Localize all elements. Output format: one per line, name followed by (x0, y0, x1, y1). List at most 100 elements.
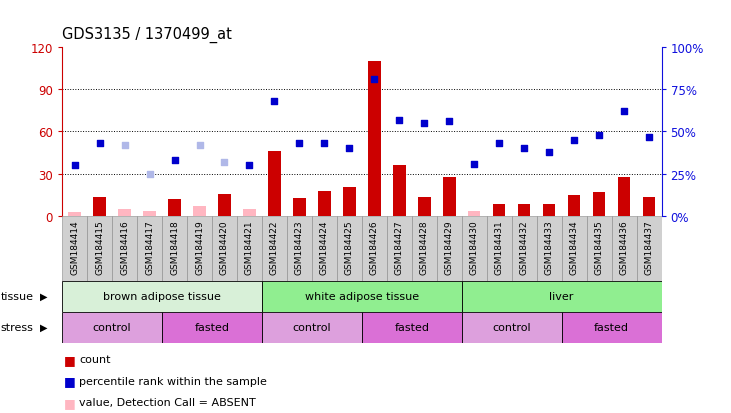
Bar (112, 217, 137, 281)
Point (69, 163, 80, 169)
Point (219, 159, 230, 166)
Text: GSM184420: GSM184420 (220, 220, 229, 275)
Text: GSM184427: GSM184427 (395, 220, 404, 275)
Point (518, 146, 530, 152)
Text: GSM184430: GSM184430 (470, 220, 479, 275)
Point (94, 141, 105, 147)
Bar (637, 217, 662, 281)
Bar (387, 217, 412, 281)
Bar (262, 281, 462, 312)
Text: liver: liver (550, 291, 574, 301)
Text: GSM184426: GSM184426 (370, 220, 379, 275)
Bar (537, 217, 561, 281)
Bar (643, 197, 655, 217)
Point (268, 98, 280, 105)
Bar (412, 217, 436, 281)
Bar (561, 217, 586, 281)
Text: GSM184421: GSM184421 (245, 220, 254, 275)
Bar (362, 217, 387, 281)
Bar (393, 166, 406, 217)
Text: count: count (79, 354, 110, 364)
Bar (262, 312, 362, 343)
Text: GSM184417: GSM184417 (145, 220, 154, 275)
Text: GSM184433: GSM184433 (545, 220, 553, 275)
Point (319, 141, 330, 147)
Text: control: control (93, 322, 132, 332)
Point (594, 132, 605, 139)
Text: GSM184431: GSM184431 (495, 220, 504, 275)
Bar (293, 199, 306, 217)
Point (243, 163, 255, 169)
Bar (212, 217, 237, 281)
Point (568, 137, 580, 144)
Bar (137, 217, 162, 281)
Bar (568, 196, 580, 217)
Bar (418, 197, 431, 217)
Text: GSM184432: GSM184432 (520, 220, 529, 275)
Bar (187, 217, 212, 281)
Point (118, 142, 130, 149)
Text: GSM184425: GSM184425 (345, 220, 354, 275)
Text: ▶: ▶ (40, 291, 48, 301)
Bar (343, 187, 355, 217)
Bar (368, 62, 381, 217)
Bar (237, 217, 262, 281)
Text: GSM184429: GSM184429 (444, 220, 454, 275)
Point (493, 141, 505, 147)
Bar (318, 192, 330, 217)
Bar (518, 204, 531, 217)
Bar (193, 207, 205, 217)
Point (169, 158, 181, 164)
Point (294, 141, 306, 147)
Bar (62, 312, 162, 343)
Bar (219, 194, 231, 217)
Bar (69, 213, 81, 217)
Text: ▶: ▶ (40, 322, 48, 332)
Point (194, 142, 205, 149)
Point (543, 149, 555, 156)
Bar (143, 211, 156, 217)
Point (643, 134, 655, 140)
Bar (312, 217, 337, 281)
Text: GSM184434: GSM184434 (569, 220, 579, 275)
Text: GSM184424: GSM184424 (320, 220, 329, 274)
Bar (162, 217, 187, 281)
Text: control: control (292, 322, 331, 332)
Text: GSM184418: GSM184418 (170, 220, 179, 275)
Bar (612, 217, 637, 281)
Point (144, 171, 156, 178)
Text: value, Detection Call = ABSENT: value, Detection Call = ABSENT (79, 397, 256, 407)
Text: GSM184422: GSM184422 (270, 220, 279, 274)
Bar (362, 312, 462, 343)
Bar (268, 152, 281, 217)
Text: GSM184414: GSM184414 (70, 220, 79, 275)
Text: ■: ■ (64, 396, 76, 409)
Text: ■: ■ (64, 353, 76, 366)
Text: GSM184419: GSM184419 (195, 220, 204, 275)
Text: GSM184423: GSM184423 (295, 220, 304, 275)
Bar (487, 217, 512, 281)
Bar (62, 281, 262, 312)
Text: fasted: fasted (594, 322, 629, 332)
Bar (462, 312, 561, 343)
Bar (87, 217, 112, 281)
Bar (262, 217, 287, 281)
Text: GDS3135 / 1370499_at: GDS3135 / 1370499_at (62, 27, 232, 43)
Bar (243, 210, 256, 217)
Bar (587, 217, 612, 281)
Bar (512, 217, 537, 281)
Point (393, 117, 405, 123)
Bar (94, 197, 106, 217)
Point (344, 146, 355, 152)
Bar (337, 217, 362, 281)
Bar (437, 217, 462, 281)
Bar (162, 312, 262, 343)
Bar (593, 193, 605, 217)
Text: fasted: fasted (394, 322, 429, 332)
Bar (168, 200, 181, 217)
Text: GSM184416: GSM184416 (120, 220, 129, 275)
Text: percentile rank within the sample: percentile rank within the sample (79, 376, 267, 386)
Text: GSM184436: GSM184436 (620, 220, 629, 275)
Point (418, 121, 430, 127)
Bar (468, 211, 480, 217)
